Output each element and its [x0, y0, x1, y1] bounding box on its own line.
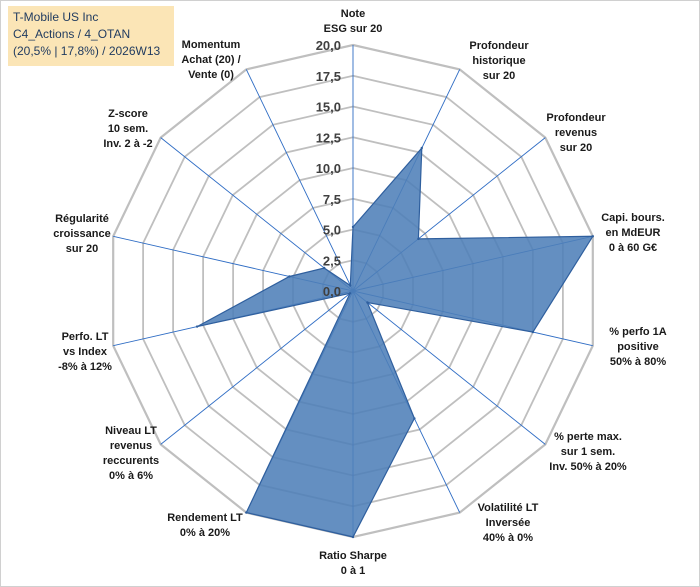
- axis-label-11-line-2: sur 20: [66, 243, 98, 255]
- data-point-10: [195, 325, 199, 328]
- axis-label-12-line-0: Z-score: [108, 108, 148, 120]
- axis-label-2-line-1: revenus: [555, 127, 597, 139]
- data-point-1: [420, 146, 423, 150]
- axis-label-3-line-1: en MdEUR: [606, 227, 661, 239]
- radial-tick-labels: 0,0 2,5 5,0 7,5 10,0 12,5 15,0 17,5 20,0: [316, 38, 341, 299]
- axis-label-9-line-3: 0% à 6%: [109, 470, 153, 482]
- data-point-6: [413, 417, 416, 420]
- axis-label-13-line-2: Vente (0): [188, 69, 234, 81]
- tick-label-3: 7,5: [323, 192, 341, 207]
- axis-label-13-line-0: Momentum: [182, 39, 241, 51]
- axis-label-0-line-1: ESG sur 20: [324, 23, 383, 35]
- axis-label-13-line-1: Achat (20) /: [181, 54, 240, 66]
- axis-label-4-line-2: 50% à 80%: [610, 356, 666, 368]
- axis-label-9-line-2: reccurents: [103, 455, 159, 467]
- axis-label-11-line-1: croissance: [53, 228, 110, 240]
- spoke-13: [245, 69, 354, 292]
- axis-label-2-line-2: sur 20: [560, 142, 592, 154]
- axis-label-5-line-1: sur 1 sem.: [561, 446, 615, 458]
- axis-label-4-line-0: % perfo 1A: [609, 326, 667, 338]
- data-point-9: [348, 292, 352, 295]
- data-point-5: [366, 301, 369, 304]
- tick-label-7: 17,5: [316, 69, 341, 84]
- data-series-area: [196, 146, 594, 538]
- spoke-5: [352, 290, 546, 445]
- data-point-2: [417, 237, 420, 241]
- axis-label-7-line-1: 0 à 1: [341, 565, 365, 577]
- category-path: C4_Actions / 4_OTAN: [13, 27, 131, 41]
- axis-label-6-line-1: Inversée: [486, 517, 531, 529]
- axis-label-10-line-2: -8% à 12%: [58, 361, 112, 373]
- tick-label-0: 0,0: [323, 284, 341, 299]
- axis-label-2-line-0: Profondeur: [546, 112, 606, 124]
- tick-label-8: 20,0: [316, 38, 341, 53]
- axis-label-1-line-0: Profondeur: [469, 40, 529, 52]
- data-point-11: [288, 275, 291, 278]
- axis-label-6-line-2: 40% à 0%: [483, 532, 533, 544]
- axis-label-0-line-0: Note: [341, 8, 365, 20]
- axis-label-3-line-0: Capi. bours.: [601, 212, 665, 224]
- axis-label-8-line-1: 0% à 20%: [180, 527, 230, 539]
- data-point-0: [351, 225, 355, 229]
- axis-label-9-line-0: Niveau LT: [105, 425, 157, 437]
- spoke-9: [160, 290, 354, 445]
- axis-label-5-line-0: % perte max.: [554, 431, 622, 443]
- company-name: T-Mobile US Inc: [13, 10, 99, 24]
- stats-week: (20,5% | 17,8%) / 2026W13: [13, 44, 161, 58]
- data-point-4: [531, 330, 535, 334]
- axis-label-6-line-0: Volatilité LT: [478, 502, 539, 514]
- axis-label-12-line-2: Inv. 2 à -2: [103, 138, 152, 150]
- axis-label-4-line-1: positive: [617, 341, 659, 353]
- axis-label-10-line-0: Perfo. LT: [62, 331, 109, 343]
- radar-data-area: [195, 146, 594, 539]
- tick-label-6: 15,0: [316, 100, 341, 115]
- data-point-12: [323, 266, 326, 270]
- axis-label-10-line-1: vs Index: [63, 346, 108, 358]
- axis-label-1-line-1: historique: [472, 55, 525, 67]
- axis-label-8-line-0: Rendement LT: [167, 512, 243, 524]
- tick-label-4: 10,0: [316, 161, 341, 176]
- axis-label-12-line-1: 10 sem.: [108, 123, 148, 135]
- tick-label-2: 5,0: [323, 223, 341, 238]
- data-point-3: [591, 235, 594, 238]
- axis-label-1-line-2: sur 20: [483, 70, 515, 82]
- axis-label-9-line-1: revenus: [110, 440, 152, 452]
- axis-labels: Note ESG sur 20 Profondeur historique sur 20…: [53, 8, 667, 577]
- axis-label-5-line-2: Inv. 50% à 20%: [549, 461, 627, 473]
- tick-label-1: 2,5: [323, 253, 341, 268]
- data-point-8: [245, 511, 248, 514]
- data-point-13: [349, 284, 352, 287]
- axis-label-7-line-0: Ratio Sharpe: [319, 550, 387, 562]
- tick-label-5: 12,5: [316, 130, 341, 145]
- axis-label-11-line-0: Régularité: [55, 213, 109, 225]
- info-box: T-Mobile US Inc C4_Actions / 4_OTAN (20,…: [8, 6, 174, 66]
- data-point-7: [351, 535, 355, 539]
- axis-label-3-line-2: 0 à 60 G€: [609, 242, 657, 254]
- spoke-12: [160, 137, 354, 292]
